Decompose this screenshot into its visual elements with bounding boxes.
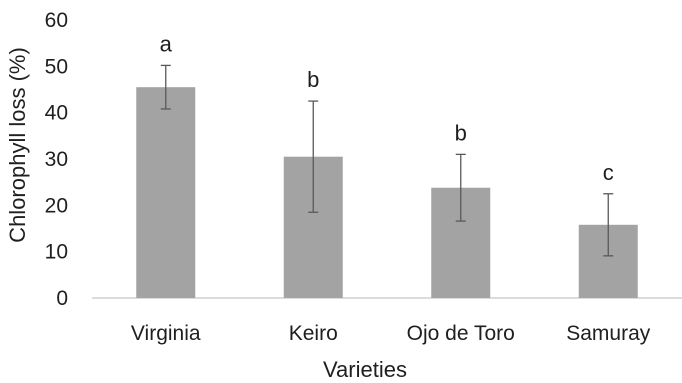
x-axis-title: Varieties <box>323 357 407 382</box>
y-tick-label: 10 <box>45 241 68 264</box>
y-tick-label: 60 <box>45 9 68 32</box>
y-tick-label: 30 <box>45 148 68 171</box>
error-bars <box>160 64 614 257</box>
error-bar <box>455 153 466 222</box>
x-category-label: Virginia <box>131 322 201 345</box>
y-tick-label: 20 <box>45 194 68 217</box>
significance-labels: a b b c <box>160 31 614 184</box>
significance-letter: c <box>603 160 614 185</box>
y-tick-label: 40 <box>45 102 68 125</box>
error-bar <box>308 100 319 213</box>
y-tick-label: 0 <box>56 287 68 310</box>
significance-letter: a <box>160 31 173 56</box>
significance-letter: b <box>455 120 467 145</box>
x-category-label: Samuray <box>566 322 651 345</box>
bar <box>136 87 196 298</box>
significance-letter: b <box>307 67 319 92</box>
y-axis-title: Chlorophyll loss (%) <box>5 47 30 243</box>
x-axis-category-labels: Virginia Keiro Ojo de Toro Samuray <box>131 322 651 345</box>
error-bar <box>603 193 614 257</box>
x-category-label: Ojo de Toro <box>407 322 515 345</box>
bars <box>136 87 638 298</box>
y-axis-ticks: 0 10 20 30 40 50 60 <box>45 9 68 310</box>
x-category-label: Keiro <box>289 322 338 345</box>
error-bar <box>160 64 171 110</box>
y-tick-label: 50 <box>45 55 68 78</box>
